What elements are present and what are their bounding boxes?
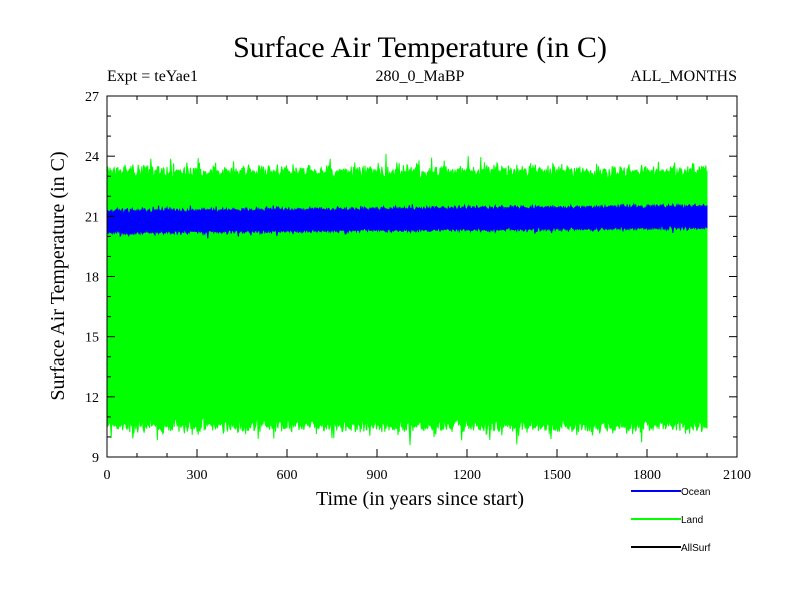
series-ocean [106, 202, 708, 239]
y-tick-label: 18 [85, 271, 99, 286]
x-tick-label: 900 [367, 468, 388, 483]
legend: Ocean Land AllSurf [631, 487, 711, 554]
x-tick-label: 1200 [453, 468, 481, 483]
x-tick-label: 300 [187, 468, 208, 483]
y-axis-label: Surface Air Temperature (in C) [47, 151, 69, 400]
series-ocean-band [106, 202, 708, 239]
y-tick-label: 27 [85, 90, 99, 105]
x-axis: 0 300 600 900 1200 1500 1800 2100 [104, 96, 751, 483]
x-tick-label: 600 [277, 468, 298, 483]
y-tick-label: 12 [85, 391, 99, 406]
x-tick-label: 2100 [723, 468, 751, 483]
y-axis: 9 12 15 18 21 24 27 [85, 90, 737, 466]
y-tick-label: 15 [85, 331, 99, 346]
y-tick-label: 9 [92, 451, 99, 466]
series-land-band [106, 153, 708, 446]
expt-label: Expt = teYae1 [107, 68, 198, 85]
x-tick-label: 0 [104, 468, 111, 483]
legend-allsurf-label: AllSurf [681, 543, 711, 554]
series-land [106, 153, 708, 446]
y-tick-label: 24 [85, 150, 99, 165]
x-tick-label: 1800 [633, 468, 661, 483]
legend-land-label: Land [681, 515, 703, 526]
y-tick-label: 21 [85, 210, 99, 225]
chart-title: Surface Air Temperature (in C) [233, 31, 607, 64]
x-tick-label: 1500 [543, 468, 571, 483]
months-label: ALL_MONTHS [630, 68, 737, 85]
age-label: 280_0_MaBP [376, 68, 465, 85]
legend-ocean-label: Ocean [681, 487, 710, 498]
x-axis-label: Time (in years since start) [316, 488, 524, 510]
